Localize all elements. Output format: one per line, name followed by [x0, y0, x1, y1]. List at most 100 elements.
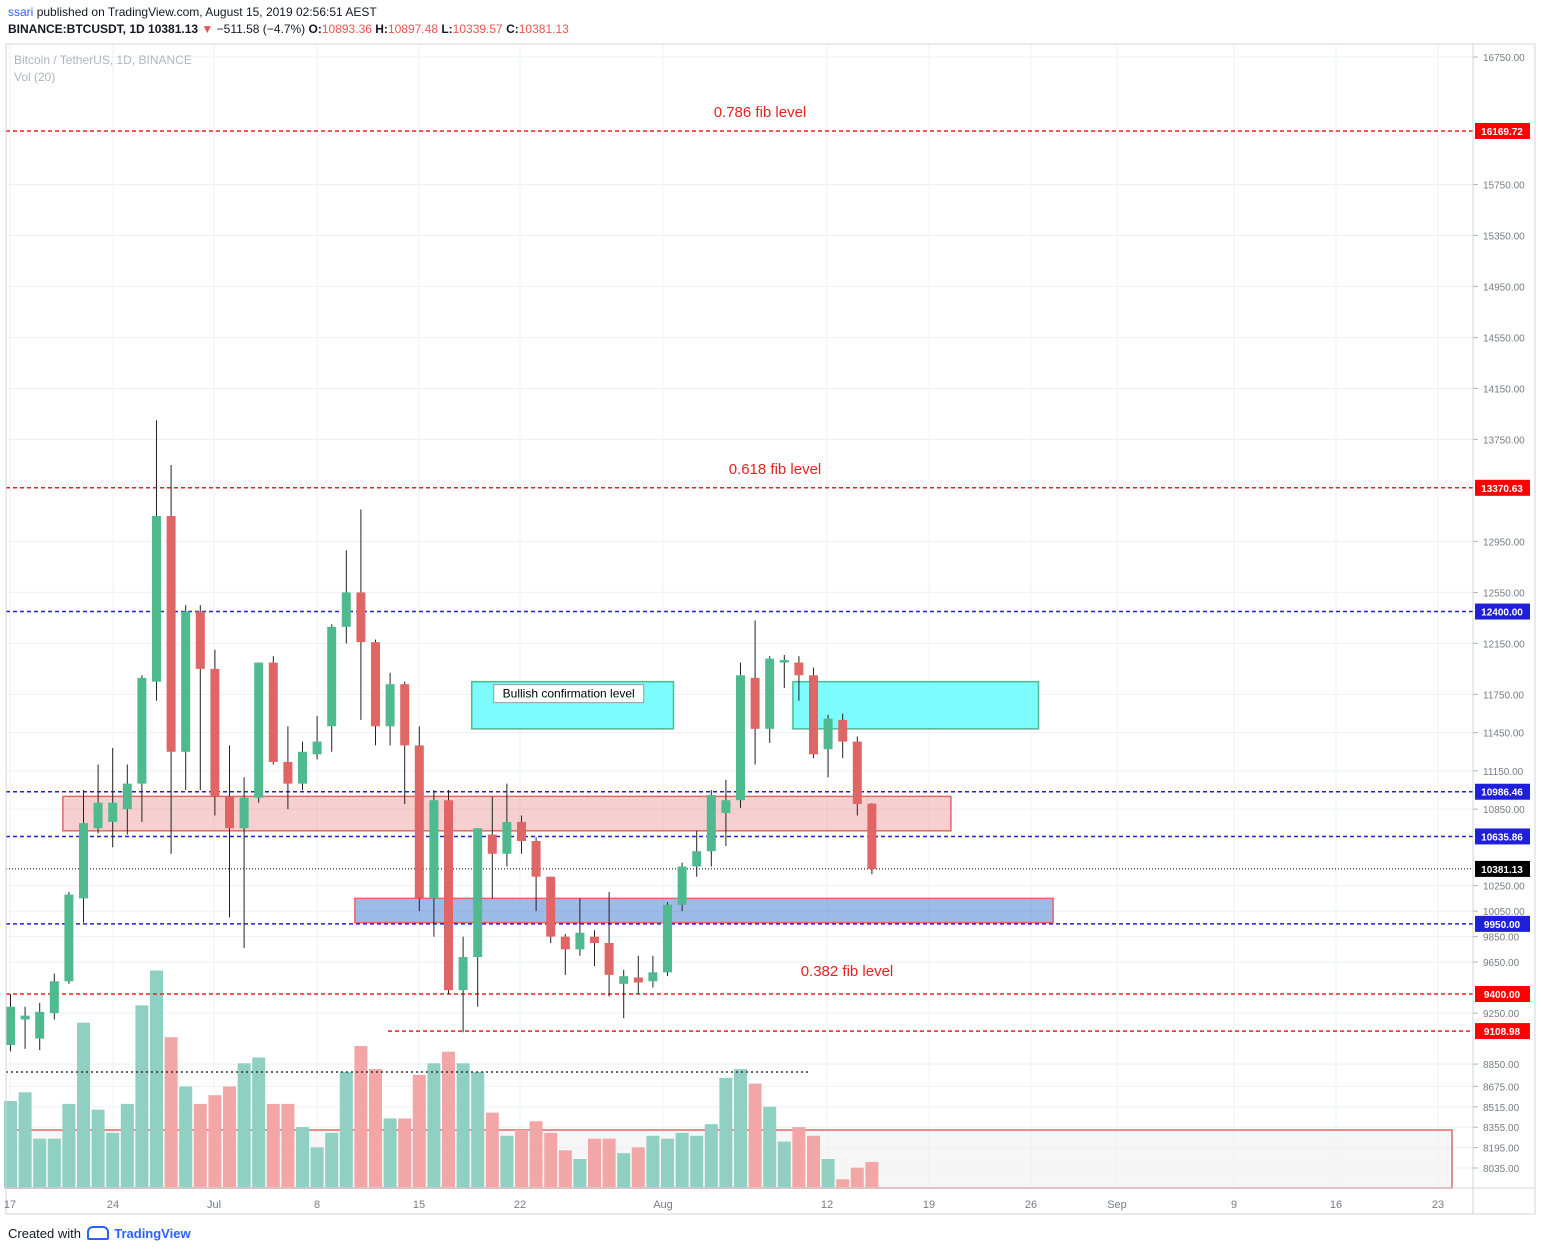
price-tick-label: 8515.00	[1483, 1103, 1520, 1114]
volume-bar	[237, 1063, 251, 1188]
annotations: Bitcoin / TetherUS, 1D, BINANCE Vol (20)	[14, 53, 192, 84]
ohlc-bar: BINANCE:BTCUSDT, 1D 10381.13 ▼ −511.58 (…	[8, 22, 569, 36]
volume-bar	[485, 1112, 499, 1188]
high-value: 10897.48	[387, 22, 438, 36]
price-tick-label: 8035.00	[1483, 1164, 1520, 1175]
volume-bar	[748, 1083, 762, 1188]
volume-bar	[807, 1135, 820, 1188]
price-tick-label: 11150.00	[1483, 767, 1524, 778]
volume-bar	[106, 1132, 120, 1188]
time-tick-label: Sep	[1107, 1199, 1127, 1211]
volume-bar	[690, 1135, 704, 1188]
candle-body	[721, 800, 731, 813]
volume-bar	[821, 1159, 835, 1188]
volume-bars	[4, 970, 1453, 1189]
volume-bar	[704, 1124, 718, 1188]
candle-body	[181, 611, 191, 752]
legend-volume: Vol (20)	[14, 70, 55, 84]
candle-body	[794, 662, 804, 676]
candle-body	[429, 800, 439, 899]
candle-body	[312, 741, 322, 755]
time-tick-label: 24	[107, 1199, 119, 1211]
volume-bar	[398, 1118, 412, 1188]
candle-body	[137, 677, 147, 784]
publish-text: published on TradingView.com, August 15,…	[36, 5, 377, 19]
volume-bar	[91, 1109, 105, 1188]
candle-body	[6, 1006, 15, 1045]
candle-body	[108, 802, 118, 822]
candle-body	[560, 936, 570, 950]
open-value: 10893.36	[321, 22, 372, 36]
time-tick-label: Aug	[653, 1199, 673, 1211]
time-tick-label: 15	[413, 1199, 425, 1211]
candle-body	[473, 828, 483, 958]
volume-bar	[515, 1130, 528, 1188]
candle-body	[327, 626, 337, 727]
price-chart[interactable]: Bullish confirmation level 16169.72 0.786…	[0, 0, 1541, 1220]
level-tag-label: 10635.86	[1481, 832, 1523, 843]
volume-bar	[544, 1132, 558, 1188]
volume-bar	[150, 970, 163, 1188]
volume-bar	[179, 1086, 193, 1188]
candle-body	[633, 977, 643, 983]
price-tick-label: 15750.00	[1483, 180, 1525, 191]
candle-body	[604, 942, 614, 975]
candle-body	[517, 821, 526, 842]
time-tick-label: 8	[314, 1199, 320, 1211]
zone-cyan	[792, 680, 1040, 730]
candle-body	[166, 515, 176, 752]
time-tick-label: 23	[1432, 1199, 1444, 1211]
time-tick-label: 16	[1330, 1199, 1342, 1211]
volume-bar	[763, 1106, 777, 1188]
candle-body	[648, 972, 658, 982]
brand-link[interactable]: TradingView	[114, 1226, 191, 1241]
volume-bar	[646, 1135, 660, 1188]
zone-blue	[354, 897, 1054, 924]
candle-body	[298, 751, 307, 784]
candle-body	[35, 1011, 45, 1039]
volume-bar	[120, 1103, 134, 1188]
volume-bar	[500, 1135, 514, 1188]
candle-body	[356, 592, 366, 643]
level-tag-bg	[1475, 783, 1530, 800]
level-tag-label: 12400.00	[1481, 608, 1523, 619]
candle-body	[487, 834, 497, 854]
volume-bar	[252, 1057, 266, 1188]
candle-body	[414, 745, 424, 899]
price-tick-label: 10050.00	[1483, 907, 1525, 918]
level-lines: 16169.72 0.786 fib level 13370.63 0.618 fib…	[6, 104, 1530, 1040]
fib-level-label: 0.618 fib level	[729, 461, 822, 478]
candle-body	[385, 684, 395, 727]
price-tick-label: 9250.00	[1483, 1009, 1520, 1020]
price-tick-label: 12550.00	[1483, 588, 1525, 599]
volume-bar	[164, 1037, 178, 1188]
price-tick-label: 12150.00	[1483, 639, 1525, 650]
volume-bar	[631, 1147, 645, 1188]
candle-body	[590, 936, 599, 943]
close-value: 10381.13	[518, 22, 569, 36]
legend-series: Bitcoin / TetherUS, 1D, BINANCE	[14, 53, 192, 67]
change-value: −511.58 (−4.7%)	[216, 22, 306, 36]
candle-body	[531, 841, 541, 877]
volume-bar	[383, 1118, 397, 1188]
candle-body	[867, 803, 877, 869]
volume-bar	[47, 1138, 61, 1188]
level-tag-bg	[1475, 1023, 1530, 1040]
candle-body	[79, 823, 88, 899]
candle-body	[663, 904, 672, 973]
candle-body	[852, 741, 862, 805]
author-link[interactable]: ssari	[8, 5, 34, 19]
volume-bar	[602, 1138, 616, 1188]
candle-body	[225, 796, 234, 829]
price-tick-label: 15350.00	[1483, 231, 1525, 242]
candle-body	[765, 658, 775, 729]
axes: 16750.00 15750.00 15350.00 14950.00 14550.00…	[4, 43, 1536, 1215]
price-tick-label: 14150.00	[1483, 384, 1525, 395]
volume-bar	[296, 1127, 309, 1188]
volume-bar	[223, 1086, 236, 1188]
level-tag-label: 9400.00	[1484, 990, 1521, 1001]
volume-bar	[135, 1005, 149, 1188]
volume-bar	[792, 1127, 806, 1188]
candle-body	[706, 795, 716, 852]
price-tick-label: 14950.00	[1483, 282, 1525, 293]
